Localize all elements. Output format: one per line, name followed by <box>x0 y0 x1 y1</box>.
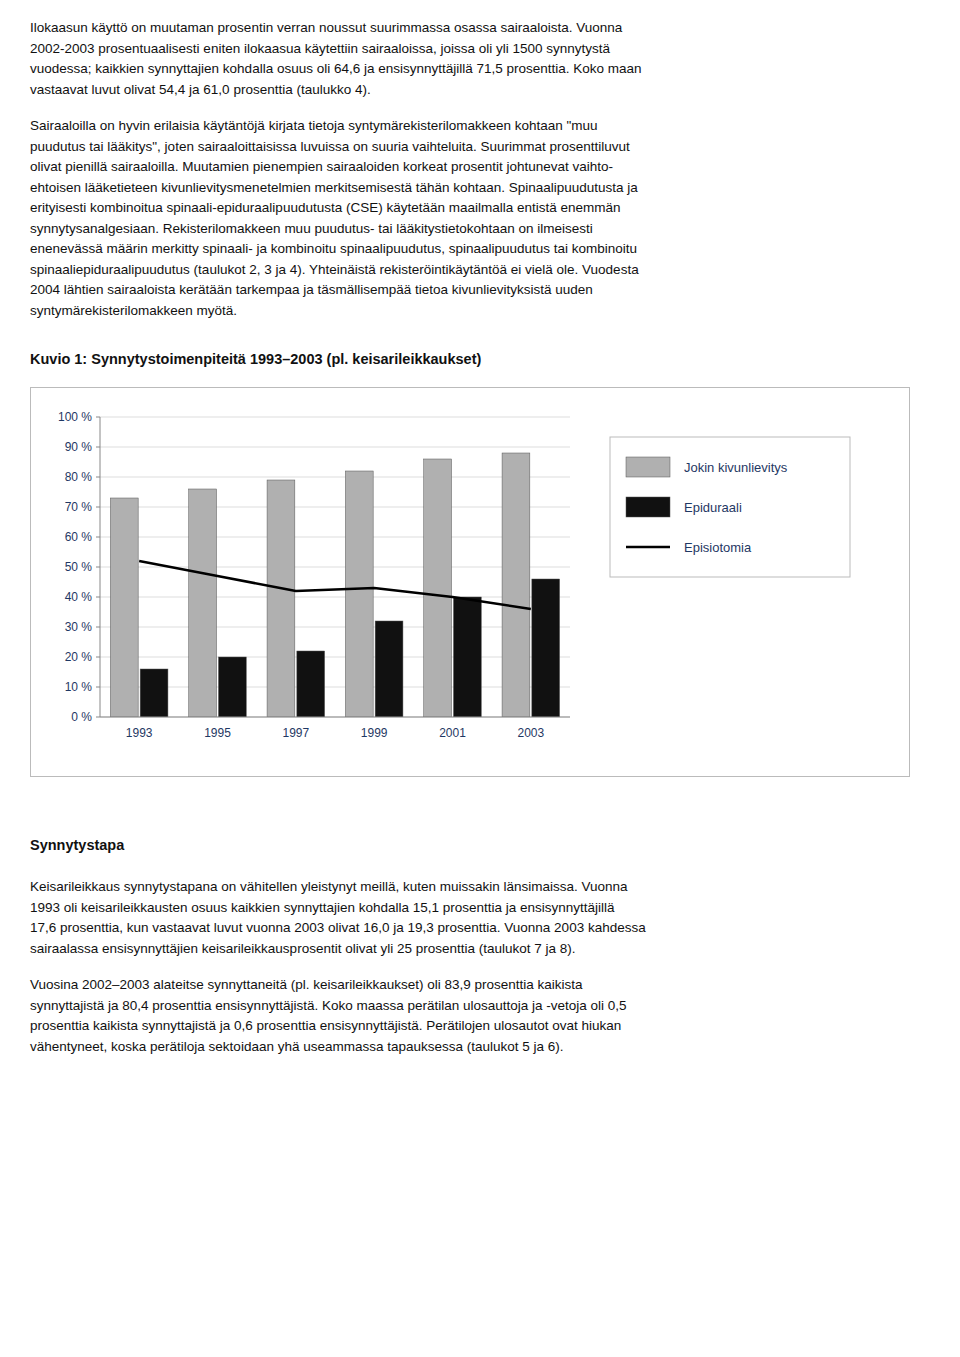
grid-line <box>100 657 570 658</box>
bar <box>375 621 403 717</box>
bar <box>110 498 138 717</box>
x-tick-label: 2003 <box>517 726 544 740</box>
legend-swatch <box>626 497 670 517</box>
legend-frame <box>610 437 850 577</box>
y-tick-label: 100 % <box>58 410 92 424</box>
text-line: erityisesti kombinoitua spinaali-epidura… <box>30 198 930 219</box>
y-tick <box>96 657 100 658</box>
x-tick-label: 1997 <box>282 726 309 740</box>
y-tick <box>96 447 100 448</box>
legend-label: Episiotomia <box>684 540 752 555</box>
y-tick-label: 30 % <box>65 620 93 634</box>
legend-label: Epiduraali <box>684 500 742 515</box>
grid-line <box>100 717 570 718</box>
x-tick-label: 1995 <box>204 726 231 740</box>
text-line: puudutus tai lääkitys", joten sairaaloit… <box>30 137 930 158</box>
y-tick-label: 60 % <box>65 530 93 544</box>
x-tick-label: 1999 <box>361 726 388 740</box>
bar <box>267 480 295 717</box>
y-tick-label: 80 % <box>65 470 93 484</box>
bar <box>454 597 482 717</box>
y-tick <box>96 717 100 718</box>
y-tick-label: 70 % <box>65 500 93 514</box>
y-tick <box>96 597 100 598</box>
bar <box>345 471 373 717</box>
grid-line <box>100 687 570 688</box>
page: Ilokaasun käyttö on muutaman prosentin v… <box>0 0 960 1057</box>
paragraph: Ilokaasun käyttö on muutaman prosentin v… <box>30 18 930 100</box>
chart: 0 % 10 % 20 % 30 % 40 % 50 % 60 % 70 % 80 % 90 % 1… <box>30 387 910 777</box>
grid-line <box>100 417 570 418</box>
text-line: synnytysanalgesiaan. Rekisterilomakkeen … <box>30 219 930 240</box>
legend-label: Jokin kivunlievitys <box>684 460 788 475</box>
text-line: sairaalassa ensisynnyttäjien keisarileik… <box>30 939 930 960</box>
grid-line <box>100 597 570 598</box>
bar <box>297 651 325 717</box>
text-line: prosenttia kaikista synnyttajistä ja 0,6… <box>30 1016 930 1037</box>
grid-line <box>100 477 570 478</box>
bar <box>502 453 530 717</box>
text-line: 2004 lähtien sairaaloista kerätään tarke… <box>30 280 930 301</box>
legend-swatch <box>626 546 670 549</box>
bar <box>424 459 452 717</box>
bar <box>219 657 247 717</box>
text-line: Sairaaloilla on hyvin erilaisia käytäntö… <box>30 116 930 137</box>
y-tick-label: 40 % <box>65 590 93 604</box>
chart-title: Kuvio 1: Synnytystoimenpiteitä 1993–2003… <box>30 351 930 367</box>
y-tick-label: 50 % <box>65 560 93 574</box>
grid-line <box>100 627 570 628</box>
paragraph: Sairaaloilla on hyvin erilaisia käytäntö… <box>30 116 930 321</box>
text-line: 1993 oli keisarileikkausten osuus kaikki… <box>30 898 930 919</box>
text-line: vähentyneet, koska perätiloja sektoidaan… <box>30 1037 930 1058</box>
text-line: 17,6 prosenttia, kun vastaavat luvut vuo… <box>30 918 930 939</box>
grid-line <box>100 537 570 538</box>
bar <box>140 669 168 717</box>
bar <box>532 579 560 717</box>
y-tick <box>96 627 100 628</box>
text-line: vastaavat luvut olivat 54,4 ja 61,0 pros… <box>30 80 930 101</box>
line <box>139 561 531 609</box>
text-line: olivat pienillä sairaaloilla. Muutamien … <box>30 157 930 178</box>
x-tick-label: 2001 <box>439 726 466 740</box>
y-tick-label: 20 % <box>65 650 93 664</box>
bar <box>189 489 217 717</box>
text-line: Keisarileikkaus synnytystapana on vähite… <box>30 877 930 898</box>
y-tick <box>96 417 100 418</box>
chart-frame <box>31 388 910 777</box>
legend-swatch <box>626 457 670 477</box>
text-line: Ilokaasun käyttö on muutaman prosentin v… <box>30 18 930 39</box>
y-tick-label: 0 % <box>71 710 92 724</box>
x-axis <box>100 717 570 718</box>
text-line: syntymärekisterilomakkeen myötä. <box>30 301 930 322</box>
text-line: 2002-2003 prosentuaalisesti eniten iloka… <box>30 39 930 60</box>
text-line: vuodessa; kaikkien synnyttajien kohdalla… <box>30 59 930 80</box>
y-tick <box>96 477 100 478</box>
grid-line <box>100 507 570 508</box>
section-heading: Synnytystapa <box>30 837 930 853</box>
x-tick-label: 1993 <box>126 726 153 740</box>
text-line: ehtoisen lääketieteen kivunlievitysmenet… <box>30 178 930 199</box>
y-tick-label: 90 % <box>65 440 93 454</box>
y-tick <box>96 567 100 568</box>
y-axis <box>100 417 101 717</box>
text-line: enenevässä määrin merkitty spinaali- ja … <box>30 239 930 260</box>
y-tick <box>96 507 100 508</box>
legend: Jokin kivunlievitys Epiduraali Episiotomia <box>610 437 850 577</box>
text-line: spinaaliepiduraalipuudutus (taulukot 2, … <box>30 260 930 281</box>
y-tick-label: 10 % <box>65 680 93 694</box>
grid-line <box>100 447 570 448</box>
marks <box>110 453 559 717</box>
y-tick <box>96 537 100 538</box>
text-line: synnyttajistä ja 80,4 prosenttia ensisyn… <box>30 996 930 1017</box>
text-line: Vuosina 2002–2003 alateitse synnyttaneit… <box>30 975 930 996</box>
y-tick <box>96 687 100 688</box>
paragraph: Keisarileikkaus synnytystapana on vähite… <box>30 877 930 959</box>
paragraph: Vuosina 2002–2003 alateitse synnyttaneit… <box>30 975 930 1057</box>
